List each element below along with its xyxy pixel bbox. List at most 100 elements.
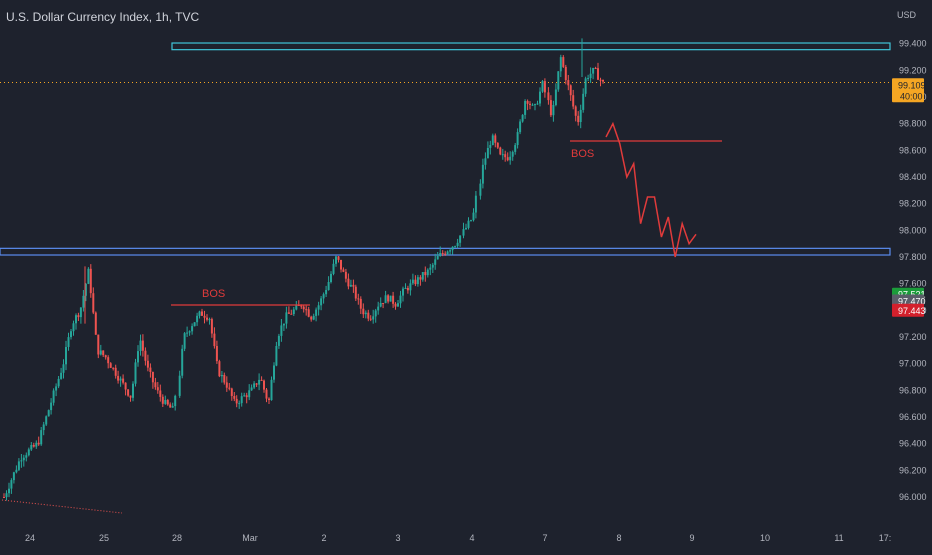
candle-body: [496, 142, 499, 148]
candle-body: [499, 147, 502, 155]
candle-body: [367, 312, 370, 319]
currency-label: USD: [897, 10, 917, 20]
candle-body: [446, 251, 449, 255]
candle-body: [265, 389, 268, 399]
candle-body: [411, 279, 414, 284]
candle-body: [559, 57, 562, 72]
candle-body: [210, 319, 213, 334]
candle-body: [394, 303, 397, 307]
y-tick-label: 98.400: [899, 172, 927, 182]
candle-body: [127, 389, 130, 396]
price-tag-value: 99.109: [898, 80, 926, 90]
candle-body: [149, 367, 152, 372]
candle-body: [543, 81, 546, 93]
x-tick-label: 7: [542, 533, 547, 543]
y-tick-label: 98.800: [899, 119, 927, 129]
candle-body: [379, 303, 382, 307]
candle-body: [382, 303, 385, 304]
candle-body: [169, 404, 172, 408]
candle-body: [300, 305, 303, 307]
trend-line[interactable]: [1, 499, 123, 514]
candle-body: [484, 158, 487, 165]
candle-body: [250, 387, 253, 391]
candle-body: [159, 390, 162, 397]
bos-label-left: BOS: [202, 288, 225, 300]
candle-body: [387, 295, 390, 302]
candle-body: [409, 283, 412, 291]
candle-body: [529, 103, 531, 105]
candle-body: [268, 398, 270, 400]
candle-body: [357, 298, 360, 300]
x-tick-label: 3: [395, 533, 400, 543]
candle-body: [552, 105, 555, 116]
candle-body: [35, 442, 38, 447]
candle-body: [8, 488, 10, 494]
candle-body: [107, 357, 110, 364]
candle-body: [491, 135, 494, 145]
candle-body: [354, 286, 357, 299]
y-tick-label: 96.600: [899, 412, 927, 422]
candle-body: [141, 340, 144, 351]
candle-body: [188, 331, 191, 333]
candle-body: [92, 293, 95, 313]
candle-body: [416, 277, 419, 285]
candle-body: [295, 305, 298, 310]
y-tick-label: 99.200: [899, 65, 927, 75]
candle-body: [117, 375, 120, 381]
candle-body: [79, 307, 82, 318]
candle-body: [5, 493, 8, 498]
candle-body: [47, 410, 50, 417]
candle-body: [521, 114, 524, 122]
candle-body: [84, 284, 87, 296]
candle-body: [524, 101, 527, 115]
x-tick-label: 4: [469, 533, 474, 543]
candle-body: [62, 364, 65, 373]
candle-body: [451, 246, 454, 251]
candle-body: [255, 383, 258, 385]
candle-body: [426, 269, 429, 276]
candle-body: [240, 396, 243, 404]
candle-body: [50, 402, 53, 411]
candle-body: [399, 295, 402, 304]
candle-body: [516, 132, 519, 145]
candle-body: [15, 469, 18, 473]
y-tick-label: 98.000: [899, 225, 927, 235]
candle-body: [489, 145, 492, 148]
candle-body: [233, 396, 236, 399]
candle-body: [589, 73, 592, 78]
candle-body: [467, 220, 470, 228]
candle-body: [374, 310, 377, 317]
x-tick-label: 8: [616, 533, 621, 543]
candle-body: [55, 386, 58, 391]
candle-body: [587, 78, 590, 79]
candle-body: [372, 316, 375, 320]
candle-body: [322, 294, 325, 299]
candle-body: [337, 256, 340, 260]
candle-body: [280, 325, 283, 336]
projection-path[interactable]: [605, 121, 697, 258]
candle-body: [501, 154, 504, 156]
candle-body: [139, 340, 142, 351]
y-tick-label: 96.800: [899, 385, 927, 395]
candle-body: [377, 306, 380, 311]
candle-body: [406, 288, 409, 291]
candle-body: [389, 295, 392, 302]
candle-body: [260, 379, 263, 381]
candle-body: [310, 316, 313, 320]
candle-body: [305, 309, 308, 311]
candle-body: [22, 457, 25, 461]
candle-body: [335, 256, 337, 264]
resistance-zone[interactable]: [171, 42, 891, 51]
candle-body: [364, 312, 367, 315]
candle-body: [112, 367, 115, 369]
candle-body: [564, 66, 567, 81]
candle-body: [577, 115, 580, 123]
candle-body: [572, 95, 575, 107]
candle-body: [506, 157, 509, 161]
candle-body: [25, 455, 28, 458]
candle-body: [519, 121, 522, 133]
candle-body: [171, 406, 174, 408]
candle-body: [97, 334, 100, 355]
